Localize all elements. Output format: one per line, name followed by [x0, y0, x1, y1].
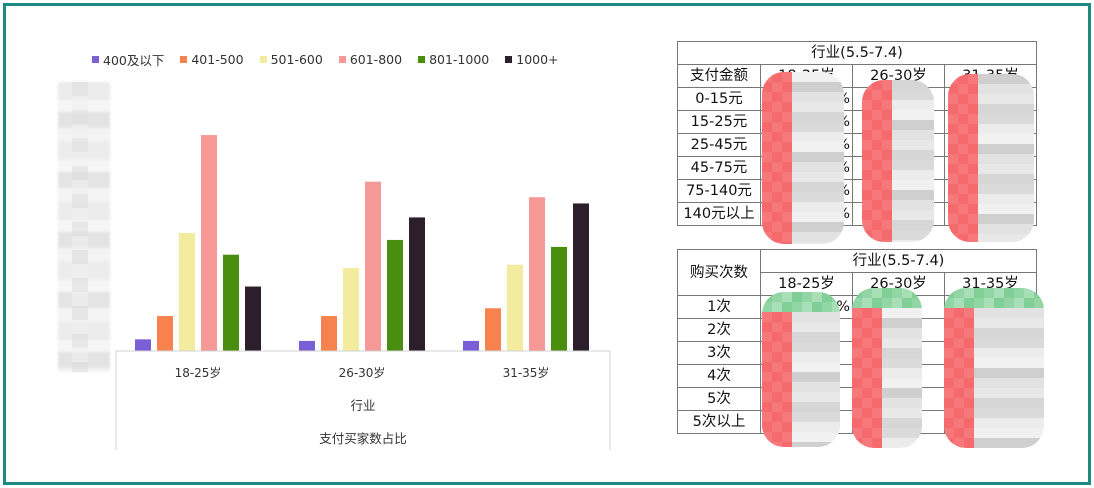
- freq-table-header-0: 购买次数: [677, 249, 761, 296]
- freq-row-label: 2次: [677, 318, 761, 342]
- bar: [299, 340, 315, 351]
- bar: [179, 232, 195, 351]
- chart-caption: 支付买家数占比: [319, 431, 407, 446]
- freq-row-label: 4次: [677, 364, 761, 388]
- legend-swatch: [180, 55, 188, 63]
- bar: [573, 203, 589, 351]
- pay-row-label: 25-45元: [677, 133, 761, 157]
- bar: [157, 316, 173, 351]
- x-tick-label: 18-25岁: [175, 365, 222, 380]
- bar: [485, 308, 501, 351]
- redacted-pay-col-2: [862, 80, 934, 242]
- legend-item: 601-800: [338, 51, 403, 67]
- bar: [387, 239, 403, 351]
- bar: [321, 316, 337, 351]
- pay-row-label: 0-15元: [677, 87, 761, 111]
- freq-row-label: 5次以上: [677, 410, 761, 434]
- redacted-freq-col-2: [852, 288, 922, 448]
- grouped-bar-chart: 18-25岁 26-30岁 31-35岁 行业 支付买家数占比: [115, 135, 611, 450]
- pay-row-label: 15-25元: [677, 110, 761, 134]
- bar: [507, 264, 523, 351]
- legend-label: 401-500: [191, 51, 244, 67]
- blurred-y-axis-overlay: [72, 82, 88, 372]
- legend-item: 801-1000: [418, 52, 489, 67]
- chart-legend: 400及以下 401-500 501-600 601-800 801-1000 1000+: [92, 50, 575, 68]
- bar: [409, 217, 425, 351]
- legend-label: 400及以下: [103, 52, 165, 68]
- bar: [135, 339, 151, 351]
- bar: [223, 254, 239, 351]
- bar: [463, 340, 479, 351]
- bar: [529, 197, 545, 351]
- x-tick-label: 31-35岁: [503, 365, 550, 380]
- legend-item: 401-500: [180, 51, 244, 67]
- pay-row-label: 75-140元: [677, 179, 761, 203]
- legend-swatch: [92, 55, 99, 63]
- legend-swatch: [505, 55, 513, 63]
- legend-swatch: [418, 55, 426, 63]
- pay-row-label: 140元以上: [677, 202, 761, 226]
- redacted-pay-col-1: [762, 72, 844, 244]
- bar: [201, 135, 217, 351]
- redacted-pay-col-3: [948, 74, 1034, 242]
- bar: [551, 246, 567, 351]
- freq-row-label: 1次: [677, 295, 761, 319]
- legend-swatch: [338, 55, 346, 63]
- bar: [365, 181, 381, 351]
- bar: [245, 286, 261, 351]
- redacted-freq-col-3: [944, 288, 1044, 448]
- x-axis-title: 行业: [350, 398, 375, 413]
- legend-item: 1000+: [505, 51, 559, 67]
- legend-item: 501-600: [259, 51, 323, 67]
- legend-label: 801-1000: [429, 51, 490, 67]
- freq-table-title: 行业(5.5-7.4): [760, 249, 1037, 273]
- freq-row-label: 3次: [677, 341, 761, 365]
- pay-table-title: 行业(5.5-7.4): [677, 41, 1037, 65]
- freq-row-label: 5次: [677, 387, 761, 411]
- legend-label: 601-800: [349, 51, 403, 67]
- legend-label: 501-600: [270, 51, 323, 67]
- redacted-freq-col-1: [762, 292, 840, 447]
- image-frame: [3, 3, 1091, 485]
- bar: [343, 267, 359, 351]
- legend-swatch: [259, 55, 267, 63]
- pay-row-label: 45-75元: [677, 156, 761, 180]
- legend-label: 1000+: [516, 51, 559, 67]
- pay-table-header-0: 支付金额: [677, 64, 761, 88]
- x-tick-label: 26-30岁: [339, 365, 386, 380]
- legend-item: 400及以下: [92, 50, 164, 69]
